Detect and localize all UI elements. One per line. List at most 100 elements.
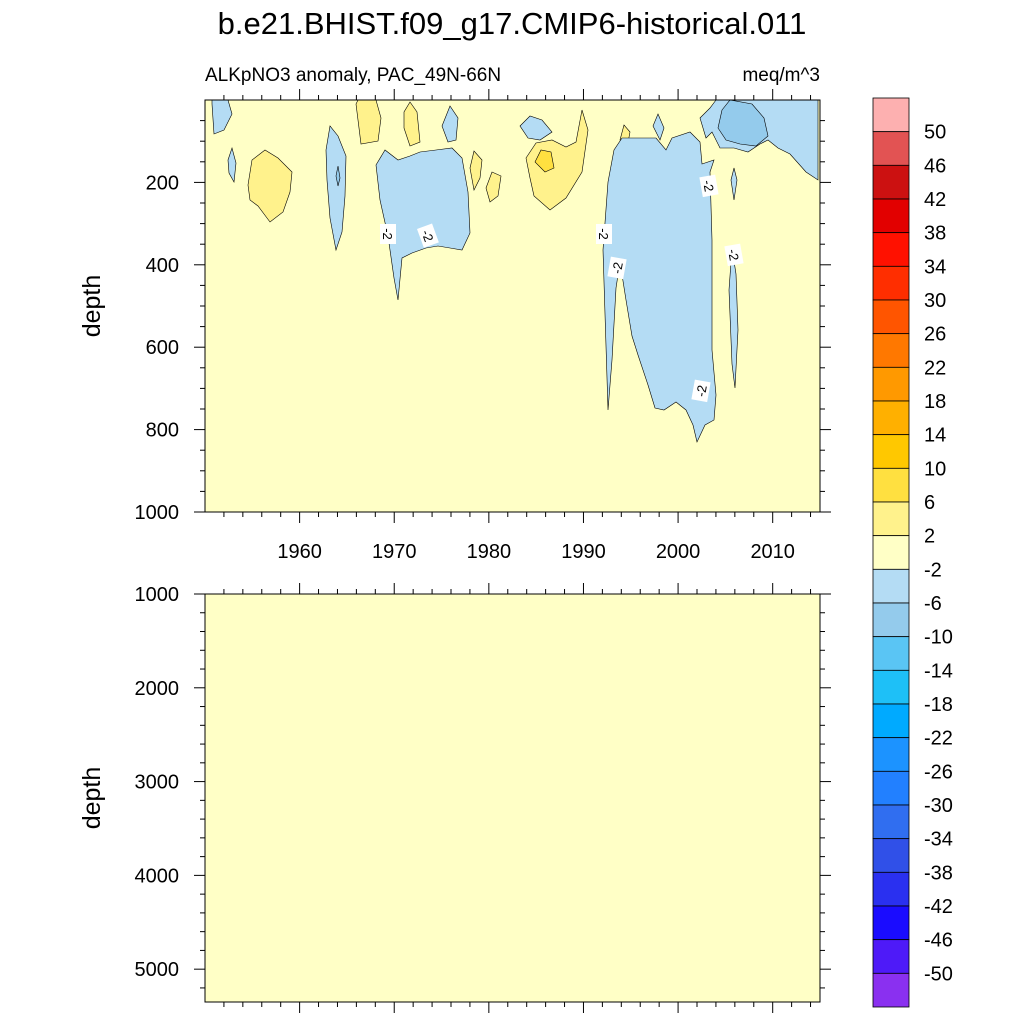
colorbar-label: 2: [924, 526, 935, 548]
colorbar-label: -18: [924, 694, 953, 716]
lower-y-axis-title: depth: [78, 767, 106, 830]
negative-region-1962: [335, 165, 341, 187]
x-tick-label: 1990: [561, 541, 606, 563]
colorbar-swatch: [872, 299, 910, 335]
upper-axis-ticks: 1960 1970 1980 1990 2000 2010 200 400 600 800 1000: [135, 89, 831, 563]
panel-subtitle: ALKpNO3 anomaly, PAC_49N-66N: [205, 65, 501, 86]
colorbar-swatch: [872, 703, 910, 739]
colorbar-swatch: [872, 602, 910, 638]
colorbar-swatch: [872, 972, 910, 1008]
colorbar-label: -26: [924, 761, 953, 783]
colorbar-label: 6: [924, 492, 935, 514]
positive-region-1955: [247, 149, 293, 223]
colorbar-swatch: [872, 636, 910, 671]
upper-plot-background: [205, 100, 820, 512]
colorbar-label: 38: [924, 223, 946, 245]
y-tick-label: 1000: [135, 502, 180, 524]
colorbar-swatch: [872, 97, 910, 133]
x-tick-label: 1980: [467, 541, 512, 563]
negative-region-1980: [441, 105, 459, 143]
contour-label: -2: [693, 384, 710, 398]
contour-label: -2: [725, 248, 742, 262]
negative-region-1986: [519, 115, 553, 141]
negative-anomaly-regions: [211, 99, 819, 443]
lower-plot-frame: [204, 593, 821, 1003]
positive-region-1983: [525, 109, 589, 211]
colorbar-label: -10: [924, 627, 953, 649]
colorbar-swatch: [872, 400, 910, 436]
colorbar-label: 26: [924, 324, 946, 346]
colorbar-swatch: [872, 333, 910, 368]
x-tick-label: 1960: [277, 541, 322, 563]
colorbar-label: -30: [924, 795, 953, 817]
colorbar-swatch: [872, 905, 910, 941]
contour-label: -2: [609, 261, 626, 275]
x-tick-label: 2000: [656, 541, 701, 563]
colorbar-label: 50: [924, 122, 946, 144]
y-tick-label: 200: [146, 172, 179, 194]
colorbar-label: -2: [924, 559, 942, 581]
positive-region-1976: [403, 101, 421, 147]
y-tick-label: 4000: [135, 865, 180, 887]
colorbar-swatch: [872, 198, 910, 234]
colorbar-label: 34: [924, 256, 946, 278]
negative-region-2003: [652, 113, 665, 141]
colorbar-swatch: [872, 804, 910, 840]
colorbar-label: -50: [924, 963, 953, 985]
colorbar-swatch: [872, 737, 910, 772]
colorbar-label: -38: [924, 862, 953, 884]
positive-region-1982: [485, 171, 502, 203]
negative-region-2002-deep: [717, 99, 769, 147]
colorbar-swatch: [872, 164, 910, 200]
y-tick-label: 1000: [135, 584, 180, 606]
units-label: meq/m^3: [742, 65, 820, 86]
lower-panel: 1000 2000 3000 4000 5000 depth: [78, 583, 831, 1013]
y-tick-label: 5000: [135, 959, 180, 981]
colorbar-label: 10: [924, 458, 946, 480]
positive-region-1988: [534, 149, 555, 173]
colorbar-swatch: [872, 535, 910, 570]
colorbar-swatch: [872, 838, 910, 873]
y-tick-label: 2000: [135, 678, 180, 700]
colorbar-swatch: [872, 568, 910, 604]
colorbar-swatch: [872, 501, 910, 537]
lower-plot-background: [205, 594, 820, 1002]
colorbar: 50 46 42 38 34 30 26 22 18 14 10 6 2 -2 -6 -10 -14 -18 -22…: [872, 97, 953, 1008]
colorbar-label: -34: [924, 829, 953, 851]
contour-label: -2: [596, 228, 611, 240]
upper-panel: -2 -2 -2 -2 -2 -2 -2 1960 1970 1980 1990 200…: [78, 89, 831, 563]
negative-region-1957: [227, 146, 237, 183]
negative-region-2005: [730, 167, 738, 201]
colorbar-swatch: [872, 871, 910, 907]
y-tick-label: 800: [146, 420, 179, 442]
colorbar-label: 22: [924, 357, 946, 379]
colorbar-label: 42: [924, 189, 946, 211]
colorbar-swatch: [872, 232, 910, 267]
figure-title: b.e21.BHIST.f09_g17.CMIP6-historical.011: [218, 6, 807, 41]
positive-region-1979: [469, 150, 483, 191]
colorbar-label: 46: [924, 155, 946, 177]
negative-region-1970: [375, 147, 471, 301]
colorbar-label: 18: [924, 391, 946, 413]
negative-region-1992: [602, 131, 717, 443]
colorbar-label: 30: [924, 290, 946, 312]
colorbar-label: -6: [924, 593, 942, 615]
upper-y-axis-title: depth: [78, 275, 106, 338]
colorbar-label: 14: [924, 425, 946, 447]
contour-labels: -2 -2 -2 -2 -2 -2 -2: [380, 174, 744, 403]
colorbar-swatch: [872, 939, 910, 974]
negative-region-1963: [325, 125, 347, 252]
y-tick-label: 400: [146, 255, 179, 277]
y-tick-label: 3000: [135, 772, 180, 794]
colorbar-swatch: [872, 770, 910, 806]
y-tick-label: 600: [146, 337, 179, 359]
colorbar-swatch: [872, 366, 910, 402]
x-tick-label: 1970: [372, 541, 417, 563]
colorbar-swatch: [872, 669, 910, 705]
colorbar-swatch: [872, 265, 910, 301]
colorbar-label: -42: [924, 896, 953, 918]
colorbar-label: -14: [924, 660, 953, 682]
colorbar-swatch: [872, 467, 910, 503]
colorbar-swatch: [872, 131, 910, 166]
